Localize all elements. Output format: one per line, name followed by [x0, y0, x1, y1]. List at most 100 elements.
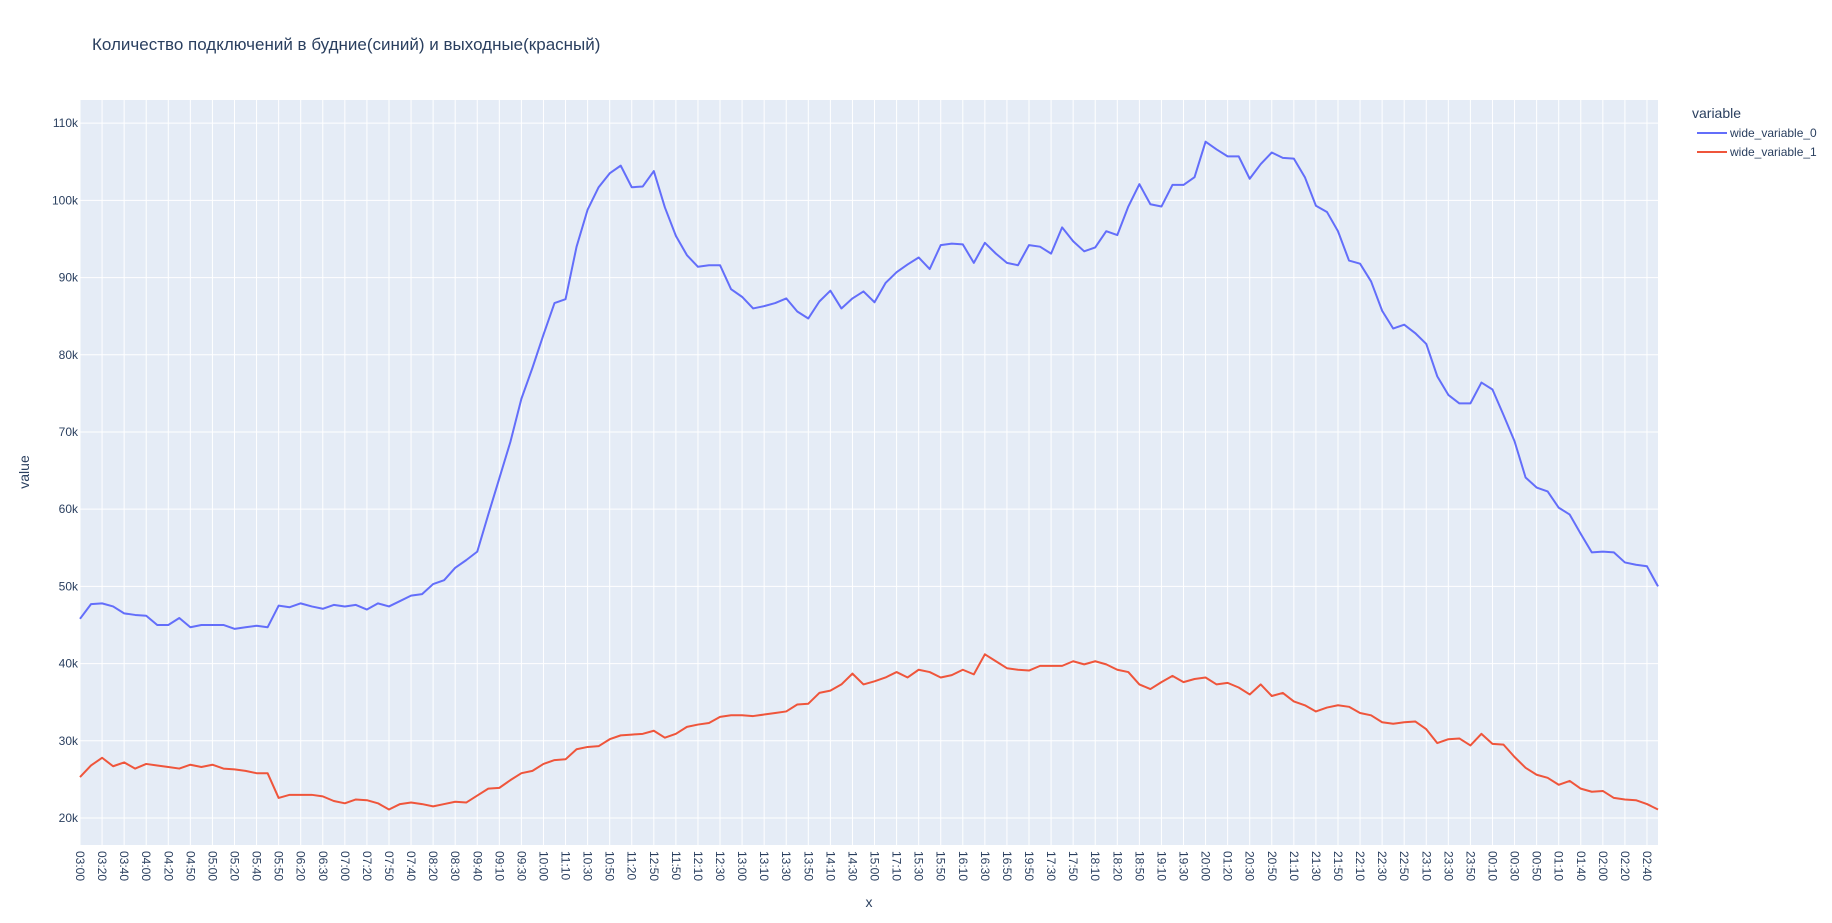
- x-tick-label: 21:50: [1331, 851, 1345, 881]
- y-tick-label: 40k: [59, 657, 79, 671]
- x-tick-label: 00:30: [1508, 851, 1522, 881]
- x-tick-label: 04:20: [161, 851, 175, 881]
- x-tick-label: 23:50: [1463, 851, 1477, 881]
- x-tick-label: 05:40: [250, 851, 264, 881]
- x-tick-label: 05:00: [205, 851, 219, 881]
- x-tick-label: 11:50: [669, 851, 683, 880]
- x-tick-label: 11:20: [625, 851, 639, 880]
- x-tick-label: 13:50: [801, 851, 815, 881]
- x-tick-label: 18:10: [1088, 851, 1102, 881]
- legend-label-1: wide_variable_1: [1729, 145, 1817, 159]
- y-tick-label: 90k: [59, 271, 79, 285]
- x-tick-label: 22:10: [1353, 851, 1367, 881]
- x-tick-label: 21:30: [1309, 851, 1323, 881]
- series-line-1: [79, 653, 1659, 811]
- x-tick-label: 07:20: [360, 851, 374, 881]
- y-tick-label: 80k: [59, 348, 79, 362]
- x-tick-label: 09:30: [514, 851, 528, 881]
- y-tick-label: 100k: [52, 193, 79, 207]
- plot-area: [80, 100, 1658, 845]
- x-tick-label: 23:10: [1419, 851, 1433, 881]
- x-tick-label: 14:30: [845, 851, 859, 881]
- x-tick-label: 07:40: [404, 851, 418, 881]
- x-tick-label: 05:50: [272, 851, 286, 881]
- x-tick-label: 12:10: [691, 851, 705, 881]
- legend-title: variable: [1692, 105, 1741, 121]
- y-tick-label: 110k: [53, 116, 79, 130]
- x-tick-label: 17:10: [890, 851, 904, 881]
- x-tick-label: 07:00: [338, 851, 352, 881]
- x-tick-label: 13:00: [735, 851, 749, 881]
- x-tick-labels: 03:00 03:20 03:40 04:00 04:20 04:50 05:00 05:20…: [73, 851, 1654, 881]
- x-tick-label: 10:00: [536, 851, 550, 881]
- x-tick-label: 04:00: [139, 851, 153, 881]
- y-tick-label: 70k: [59, 425, 79, 439]
- x-tick-label: 00:50: [1530, 851, 1544, 881]
- x-tick-label: 14:10: [823, 851, 837, 881]
- x-tick-label: 15:50: [934, 851, 948, 881]
- x-tick-label: 13:10: [757, 851, 771, 881]
- x-tick-label: 19:30: [1176, 851, 1190, 881]
- x-tick-label: 09:10: [492, 851, 506, 881]
- x-tick-label: 18:20: [1110, 851, 1124, 881]
- x-tick-label: 13:30: [779, 851, 793, 881]
- x-tick-label: 21:10: [1287, 851, 1301, 881]
- x-tick-label: 08:20: [426, 851, 440, 881]
- x-tick-label: 15:30: [912, 851, 926, 881]
- series-line-0: [79, 140, 1659, 630]
- x-tick-label: 16:50: [1000, 851, 1014, 881]
- x-tick-label: 00:10: [1485, 851, 1499, 881]
- x-tick-label: 17:30: [1044, 851, 1058, 881]
- chart-title: Количество подключений в будние(синий) и…: [92, 35, 600, 54]
- x-tick-label: 08:30: [448, 851, 462, 881]
- x-tick-label: 20:00: [1199, 851, 1213, 881]
- x-tick-label: 10:50: [603, 851, 617, 881]
- legend-label-0: wide_variable_0: [1729, 126, 1817, 140]
- x-tick-label: 17:50: [1066, 851, 1080, 881]
- x-tick-label: 05:20: [227, 851, 241, 881]
- x-tick-label: 03:40: [117, 851, 131, 881]
- x-tick-label: 09:40: [470, 851, 484, 881]
- x-tick-label: 15:00: [868, 851, 882, 881]
- y-tick-label: 60k: [59, 502, 79, 516]
- legend-item-0[interactable]: wide_variable_0: [1697, 126, 1817, 140]
- x-tick-label: 02:00: [1596, 851, 1610, 881]
- x-tick-label: 03:00: [73, 851, 87, 881]
- legend-item-1[interactable]: wide_variable_1: [1697, 145, 1817, 159]
- series-lines: [79, 140, 1659, 811]
- y-tick-labels: 20k 30k 40k 50k 60k 70k 80k 90k 100k 110k: [52, 116, 79, 825]
- x-tick-label: 23:30: [1441, 851, 1455, 881]
- x-tick-label: 10:30: [581, 851, 595, 881]
- y-axis-title: value: [16, 455, 32, 489]
- x-axis-title: x: [866, 894, 873, 910]
- x-tick-label: 19:10: [1154, 851, 1168, 881]
- x-tick-label: 11:10: [559, 851, 573, 880]
- x-tick-label: 07:50: [382, 851, 396, 881]
- y-gridlines: [80, 122, 1658, 819]
- x-tick-label: 04:50: [183, 851, 197, 881]
- x-tick-label: 12:50: [647, 851, 661, 881]
- y-tick-label: 50k: [59, 579, 79, 593]
- x-gridlines: [79, 100, 1648, 845]
- x-tick-label: 01:20: [1221, 851, 1235, 881]
- y-tick-label: 20k: [59, 811, 79, 825]
- x-tick-label: 02:20: [1618, 851, 1632, 881]
- legend[interactable]: variable wide_variable_0 wide_variable_1: [1692, 105, 1817, 159]
- x-tick-label: 06:20: [294, 851, 308, 881]
- x-tick-label: 01:40: [1574, 851, 1588, 881]
- x-tick-label: 12:30: [713, 851, 727, 881]
- x-tick-label: 19:50: [1022, 851, 1036, 881]
- x-tick-label: 16:30: [978, 851, 992, 881]
- y-tick-label: 30k: [59, 734, 79, 748]
- x-tick-label: 22:30: [1375, 851, 1389, 881]
- x-tick-label: 01:10: [1552, 851, 1566, 881]
- x-tick-label: 06:30: [316, 851, 330, 881]
- x-tick-label: 02:40: [1640, 851, 1654, 881]
- x-tick-label: 20:50: [1265, 851, 1279, 881]
- x-tick-label: 18:50: [1132, 851, 1146, 881]
- x-tick-label: 03:20: [95, 851, 109, 881]
- x-tick-label: 16:10: [956, 851, 970, 881]
- x-tick-label: 22:50: [1397, 851, 1411, 881]
- x-tick-label: 20:30: [1243, 851, 1257, 881]
